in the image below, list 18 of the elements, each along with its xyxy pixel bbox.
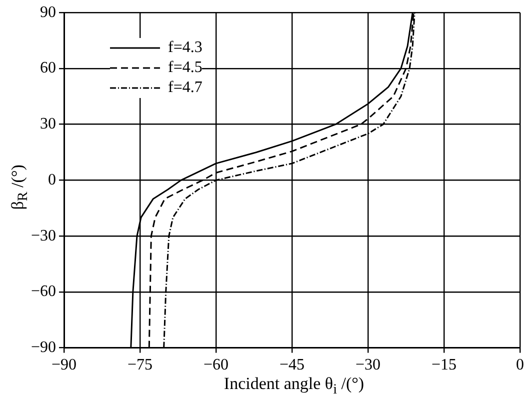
x-tick-label: 0 xyxy=(516,356,524,374)
legend-label: f=4.3 xyxy=(168,39,202,57)
y-tick-label: 0 xyxy=(48,171,56,188)
x-tick-label: −60 xyxy=(204,356,229,374)
y-tick-label: −90 xyxy=(30,339,56,356)
x-tick-label: −30 xyxy=(355,356,381,374)
y-tick-label: 90 xyxy=(40,4,56,21)
y-tick-label: 30 xyxy=(40,116,56,133)
x-tick-label: −45 xyxy=(279,356,305,374)
y-tick-label: −60 xyxy=(30,283,56,300)
x-axis-title: Incident angle θ$_{i}$ /(°) xyxy=(222,374,366,398)
legend-label: f=4.7 xyxy=(168,79,202,97)
x-tick-label: −90 xyxy=(52,356,77,374)
legend-label: f=4.5 xyxy=(168,59,202,77)
x-tick-label: −75 xyxy=(128,356,153,374)
y-tick-label: 60 xyxy=(40,60,56,77)
y-tick-label: −30 xyxy=(30,227,56,244)
x-tick-label: −15 xyxy=(431,356,457,374)
